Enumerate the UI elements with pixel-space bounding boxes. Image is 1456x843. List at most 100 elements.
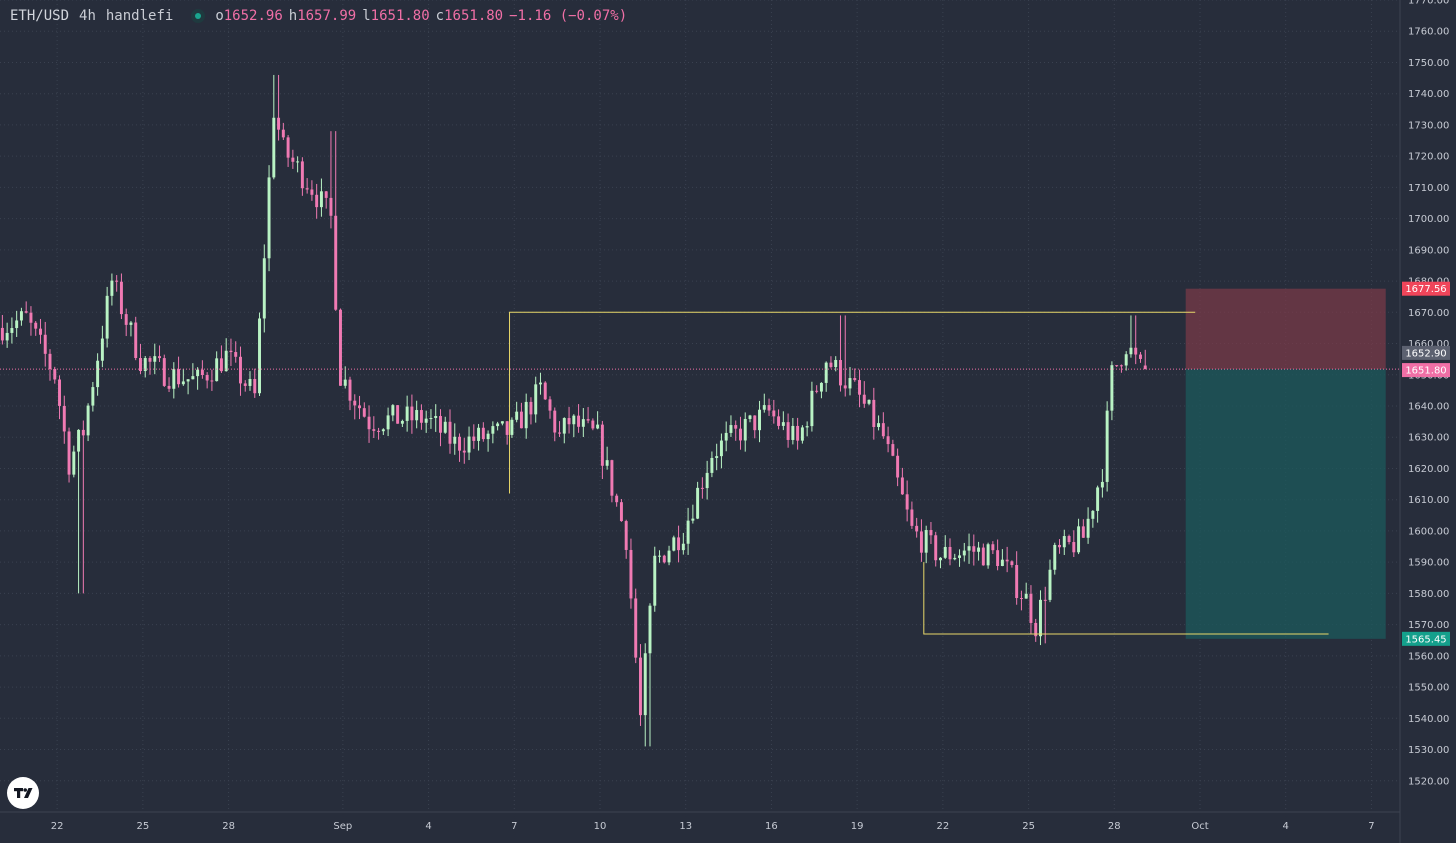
candle-body [681, 543, 685, 551]
candle-body [267, 177, 271, 259]
candle-body [510, 419, 514, 435]
legend-symbol[interactable]: ETH/USD [10, 8, 70, 24]
candle-body [862, 394, 866, 404]
candle-body [110, 280, 114, 296]
candle-body [448, 421, 452, 444]
candle-body [200, 369, 204, 376]
candle-body [1010, 561, 1014, 566]
y-tick-label: 1580.00 [1408, 589, 1449, 600]
candle-body [558, 432, 561, 434]
candle-body [258, 318, 261, 394]
y-tick-label: 1540.00 [1408, 714, 1449, 725]
candle-body [777, 416, 781, 426]
candle-body [86, 405, 90, 436]
candle-body [1124, 354, 1128, 366]
x-tick-label: 16 [765, 821, 778, 832]
candle-body [243, 383, 247, 386]
candle-body [1105, 410, 1109, 482]
candle-body [734, 425, 738, 429]
candle-body [829, 362, 833, 368]
candle-body [205, 375, 209, 381]
x-tick-label: 28 [1108, 821, 1121, 832]
candle-body [743, 418, 747, 441]
candle-body [177, 369, 181, 385]
candle-body [919, 531, 923, 553]
candle-body [410, 406, 414, 421]
y-tick-label: 1560.00 [1408, 651, 1449, 662]
candle-body [115, 280, 119, 282]
candle-body [610, 460, 614, 496]
candle-body [415, 410, 419, 421]
candle-body [253, 378, 257, 394]
stop-price-tag: 1677.56 [1405, 284, 1446, 295]
candle-body [139, 358, 142, 372]
candle-body [577, 415, 581, 427]
candle-body [1005, 559, 1009, 562]
candle-body [905, 494, 909, 510]
candle-body [915, 525, 919, 532]
candle-body [662, 555, 666, 563]
y-tick-label: 1700.00 [1408, 214, 1449, 225]
x-tick-label: 19 [851, 821, 864, 832]
candle-body [62, 405, 66, 432]
candle-body [991, 544, 995, 551]
x-tick-label: 4 [425, 821, 431, 832]
y-tick-label: 1670.00 [1408, 308, 1449, 319]
x-tick-label: 25 [1022, 821, 1035, 832]
candle-body [967, 546, 971, 551]
legend-interval[interactable]: 4h [79, 8, 96, 24]
candle-body [891, 444, 895, 456]
take-profit-zone [1185, 369, 1386, 639]
candle-body [148, 358, 152, 362]
candle-body [1000, 559, 1004, 566]
candle-body [1043, 599, 1047, 601]
candle-body [672, 537, 676, 551]
candle-body [362, 408, 366, 417]
candle-body [719, 440, 723, 457]
candle-body [400, 420, 404, 424]
candle-body [281, 129, 285, 138]
candle-body [158, 356, 161, 359]
candle-body [210, 380, 214, 382]
y-tick-label: 1770.00 [1408, 0, 1449, 7]
candle-body [53, 368, 57, 380]
x-tick-label: 25 [136, 821, 149, 832]
y-tick-label: 1570.00 [1408, 620, 1449, 631]
candle-body [186, 379, 190, 382]
candle-body [1077, 526, 1081, 553]
legend-author[interactable]: handlefi [105, 8, 174, 24]
candle-body [134, 322, 138, 359]
candle-body [486, 433, 490, 440]
candle-body [458, 436, 461, 451]
candle-body [310, 189, 314, 195]
candle-body [539, 382, 542, 385]
candle-body [572, 415, 576, 425]
target-price-tag: 1565.45 [1405, 634, 1446, 645]
candle-body [596, 424, 600, 429]
candle-body [953, 557, 957, 560]
candle-body [705, 472, 709, 489]
candle-body [105, 295, 109, 339]
candle-body [324, 191, 328, 198]
candle-body [291, 157, 295, 162]
candle-body [153, 356, 157, 362]
candle-body [505, 421, 509, 435]
tradingview-logo-icon[interactable] [7, 777, 39, 809]
candle-body [977, 547, 981, 552]
candle-body [329, 197, 333, 216]
candle-body [10, 328, 14, 333]
candle-body [786, 422, 790, 440]
candle-body [43, 334, 47, 354]
candle-body [1115, 365, 1119, 367]
candle-body [1091, 510, 1095, 519]
candle-body [981, 547, 985, 566]
candle-body [0, 327, 4, 341]
tradingview-logo-glyph [14, 788, 33, 798]
market-status-icon[interactable] [191, 9, 206, 23]
price-tags: 1677.56 1652.90 1651.80 1565.45 [1402, 281, 1450, 646]
candle-body [1081, 526, 1085, 538]
candle-body [143, 358, 147, 372]
candle-body [896, 455, 900, 478]
